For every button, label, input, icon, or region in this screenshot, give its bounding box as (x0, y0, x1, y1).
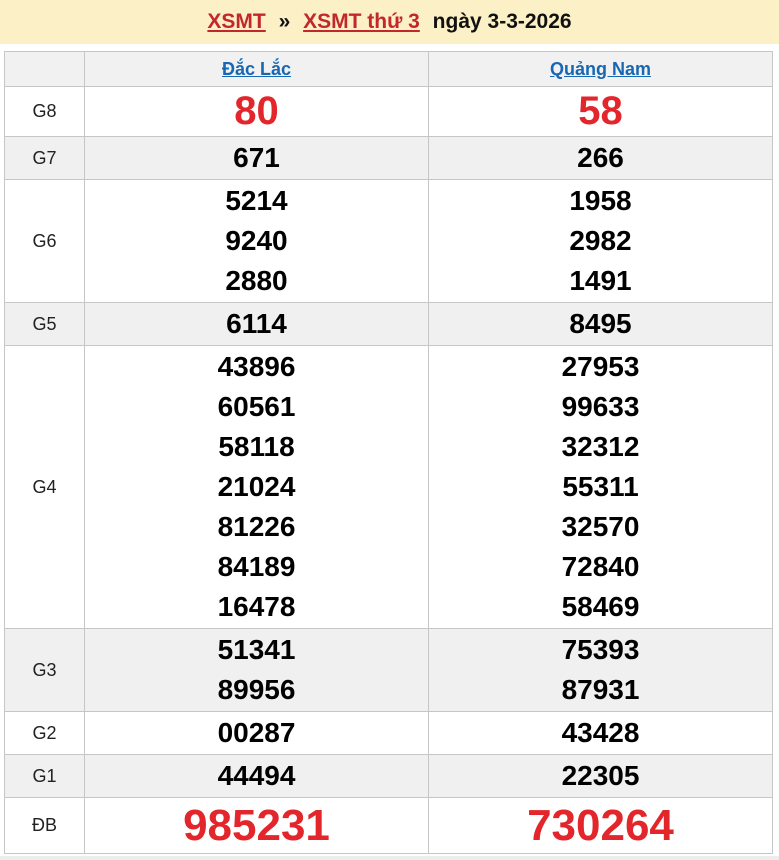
prize-label-g1: G1 (4, 754, 85, 798)
prize-number: 43896 (217, 351, 296, 382)
province-link-quang-nam[interactable]: Quảng Nam (549, 58, 651, 79)
province-link-dac-lac[interactable]: Đắc Lắc (221, 58, 292, 79)
prize-cell: 6114 (84, 302, 429, 346)
prize-number: 58469 (561, 591, 640, 622)
page-header: XSMT » XSMT thứ 3 ngày 3-3-2026 (0, 0, 779, 44)
prize-number: 81226 (217, 511, 296, 542)
prize-row-g1: G1 44494 22305 (4, 754, 773, 798)
prize-row-db: ĐB 985231 730264 (4, 797, 773, 854)
prize-cell: 671 (84, 136, 429, 180)
prize-label-db: ĐB (4, 797, 85, 854)
prize-number: 985231 (183, 801, 330, 850)
prize-number: 60561 (217, 391, 296, 422)
prize-number: 8495 (569, 308, 632, 339)
prize-number: 1958 (569, 185, 632, 216)
prize-number: 2982 (569, 225, 632, 256)
prize-row-g4: G4 43896 60561 58118 21024 81226 84189 16478 279… (4, 345, 773, 629)
prize-number: 55311 (562, 471, 639, 502)
prize-number: 1491 (569, 265, 632, 296)
column-header-quang-nam: Quảng Nam (428, 51, 773, 87)
prize-number: 21024 (217, 471, 296, 502)
prize-cell: 00287 (84, 711, 429, 755)
prize-label-g3: G3 (4, 628, 85, 712)
prize-cell: 43428 (428, 711, 773, 755)
prize-cell: 43896 60561 58118 21024 81226 84189 16478 (84, 345, 429, 629)
prize-number: 80 (234, 89, 279, 133)
prize-cell: 22305 (428, 754, 773, 798)
table-header-row: Đắc Lắc Quảng Nam (4, 51, 773, 87)
prize-row-g3: G3 51341 89956 75393 87931 (4, 628, 773, 712)
prize-number: 27953 (561, 351, 640, 382)
prize-cell: 8495 (428, 302, 773, 346)
prize-cell: 27953 99633 32312 55311 32570 72840 58469 (428, 345, 773, 629)
prize-number: 58 (578, 89, 623, 133)
corner-cell (4, 51, 85, 87)
prize-number: 671 (233, 142, 280, 173)
page-title: XSMT » XSMT thứ 3 ngày 3-3-2026 (207, 10, 571, 34)
prize-label-g7: G7 (4, 136, 85, 180)
prize-label-g6: G6 (4, 179, 85, 303)
draw-date-text: ngày 3-3-2026 (432, 10, 572, 33)
prize-number: 16478 (217, 591, 296, 622)
prize-number: 87931 (561, 674, 640, 705)
prize-number: 58118 (218, 431, 295, 462)
prize-row-g7: G7 671 266 (4, 136, 773, 180)
prize-number: 00287 (217, 717, 296, 748)
bottom-divider (0, 856, 779, 860)
prize-number: 72840 (561, 551, 640, 582)
prize-number: 89956 (217, 674, 296, 705)
prize-number: 84189 (217, 551, 296, 582)
xsmt-thu-3-link[interactable]: XSMT thứ 3 (303, 10, 420, 33)
prize-number: 32312 (561, 431, 640, 462)
prize-number: 51341 (217, 634, 296, 665)
prize-row-g2: G2 00287 43428 (4, 711, 773, 755)
prize-number: 9240 (225, 225, 288, 256)
column-header-dac-lac: Đắc Lắc (84, 51, 429, 87)
prize-label-g5: G5 (4, 302, 85, 346)
prize-number: 22305 (561, 760, 640, 791)
prize-cell: 266 (428, 136, 773, 180)
prize-label-g8: G8 (4, 86, 85, 137)
prize-number: 44494 (217, 760, 296, 791)
prize-number: 99633 (561, 391, 640, 422)
prize-cell: 5214 9240 2880 (84, 179, 429, 303)
prize-cell: 80 (84, 86, 429, 137)
prize-row-g5: G5 6114 8495 (4, 302, 773, 346)
prize-cell: 1958 2982 1491 (428, 179, 773, 303)
prize-number: 2880 (225, 265, 288, 296)
prize-number: 5214 (225, 185, 288, 216)
prize-cell: 51341 89956 (84, 628, 429, 712)
lottery-results-table: Đắc Lắc Quảng Nam G8 80 58 G7 671 266 G6 5214 92… (4, 51, 773, 854)
prize-cell: 985231 (84, 797, 429, 854)
breadcrumb-separator: » (278, 10, 291, 33)
prize-cell: 58 (428, 86, 773, 137)
prize-number: 266 (577, 142, 624, 173)
prize-number: 6114 (226, 308, 287, 339)
prize-cell: 44494 (84, 754, 429, 798)
prize-label-g4: G4 (4, 345, 85, 629)
xsmt-link[interactable]: XSMT (207, 10, 266, 33)
prize-cell: 730264 (428, 797, 773, 854)
prize-number: 43428 (561, 717, 640, 748)
prize-number: 75393 (561, 634, 640, 665)
prize-number: 730264 (527, 801, 674, 850)
prize-label-g2: G2 (4, 711, 85, 755)
prize-number: 32570 (561, 511, 640, 542)
prize-row-g8: G8 80 58 (4, 86, 773, 137)
prize-row-g6: G6 5214 9240 2880 1958 2982 1491 (4, 179, 773, 303)
prize-cell: 75393 87931 (428, 628, 773, 712)
